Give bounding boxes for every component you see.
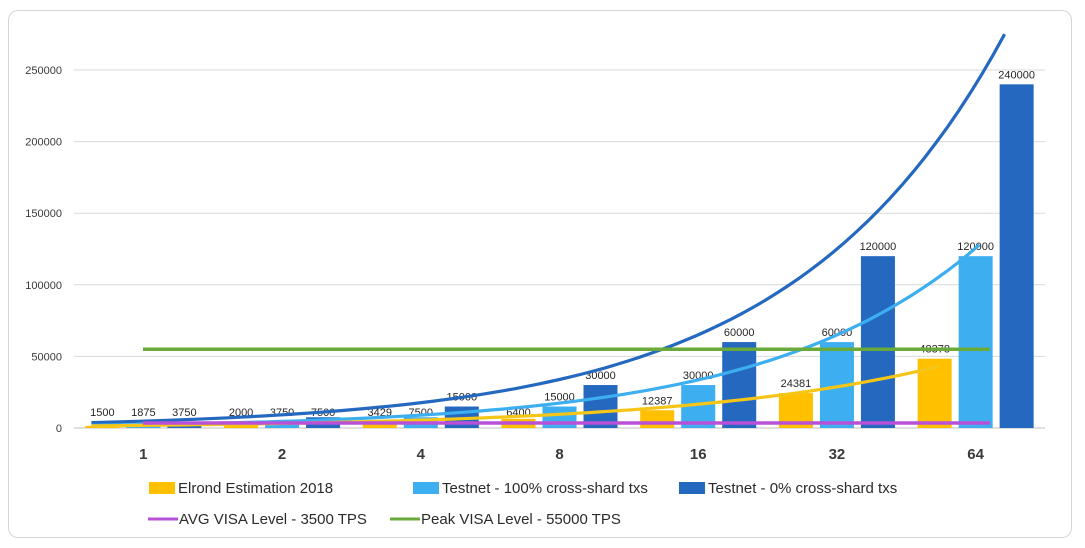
data-label: 60000	[724, 327, 755, 339]
data-label: 24381	[781, 378, 812, 390]
legend-label: Elrond Estimation 2018	[178, 480, 333, 497]
data-label: 240000	[998, 69, 1035, 81]
bar	[860, 256, 895, 428]
legend-label: AVG VISA Level - 3500 TPS	[179, 511, 367, 528]
bar	[265, 422, 300, 428]
x-tick-label: 1	[139, 446, 147, 463]
legend-label: Peak VISA Level - 55000 TPS	[421, 511, 621, 528]
bar	[722, 342, 757, 428]
data-label: 3750	[172, 407, 196, 419]
x-tick-label: 32	[829, 446, 846, 463]
legend-label: Testnet - 0% cross-shard txs	[708, 480, 897, 497]
y-tick-label: 0	[56, 423, 62, 435]
data-label: 12387	[642, 395, 673, 407]
legend-swatch	[413, 482, 439, 494]
bar	[542, 406, 577, 428]
data-label: 15000	[544, 392, 575, 404]
data-label: 1875	[131, 407, 155, 419]
bar	[583, 385, 618, 428]
x-tick-label: 64	[967, 446, 984, 463]
x-tick-label: 16	[690, 446, 707, 463]
bar	[640, 410, 675, 428]
y-tick-label: 50000	[31, 351, 62, 363]
data-label: 120000	[860, 241, 897, 253]
y-tick-label: 200000	[25, 137, 62, 149]
bar	[362, 423, 397, 428]
y-tick-label: 150000	[25, 208, 62, 220]
bar	[224, 425, 259, 428]
data-label: 30000	[585, 370, 616, 382]
bar	[999, 84, 1034, 428]
data-label: 1500	[90, 407, 114, 419]
legend-label: Testnet - 100% cross-shard txs	[442, 480, 648, 497]
x-tick-label: 2	[278, 446, 286, 463]
y-tick-label: 250000	[25, 65, 62, 77]
legend-swatch	[679, 482, 705, 494]
x-tick-label: 4	[417, 446, 426, 463]
bar	[958, 256, 993, 428]
y-tick-label: 100000	[25, 280, 62, 292]
x-tick-label: 8	[555, 446, 563, 463]
legend-swatch	[149, 482, 175, 494]
trendline-0	[91, 33, 1006, 425]
